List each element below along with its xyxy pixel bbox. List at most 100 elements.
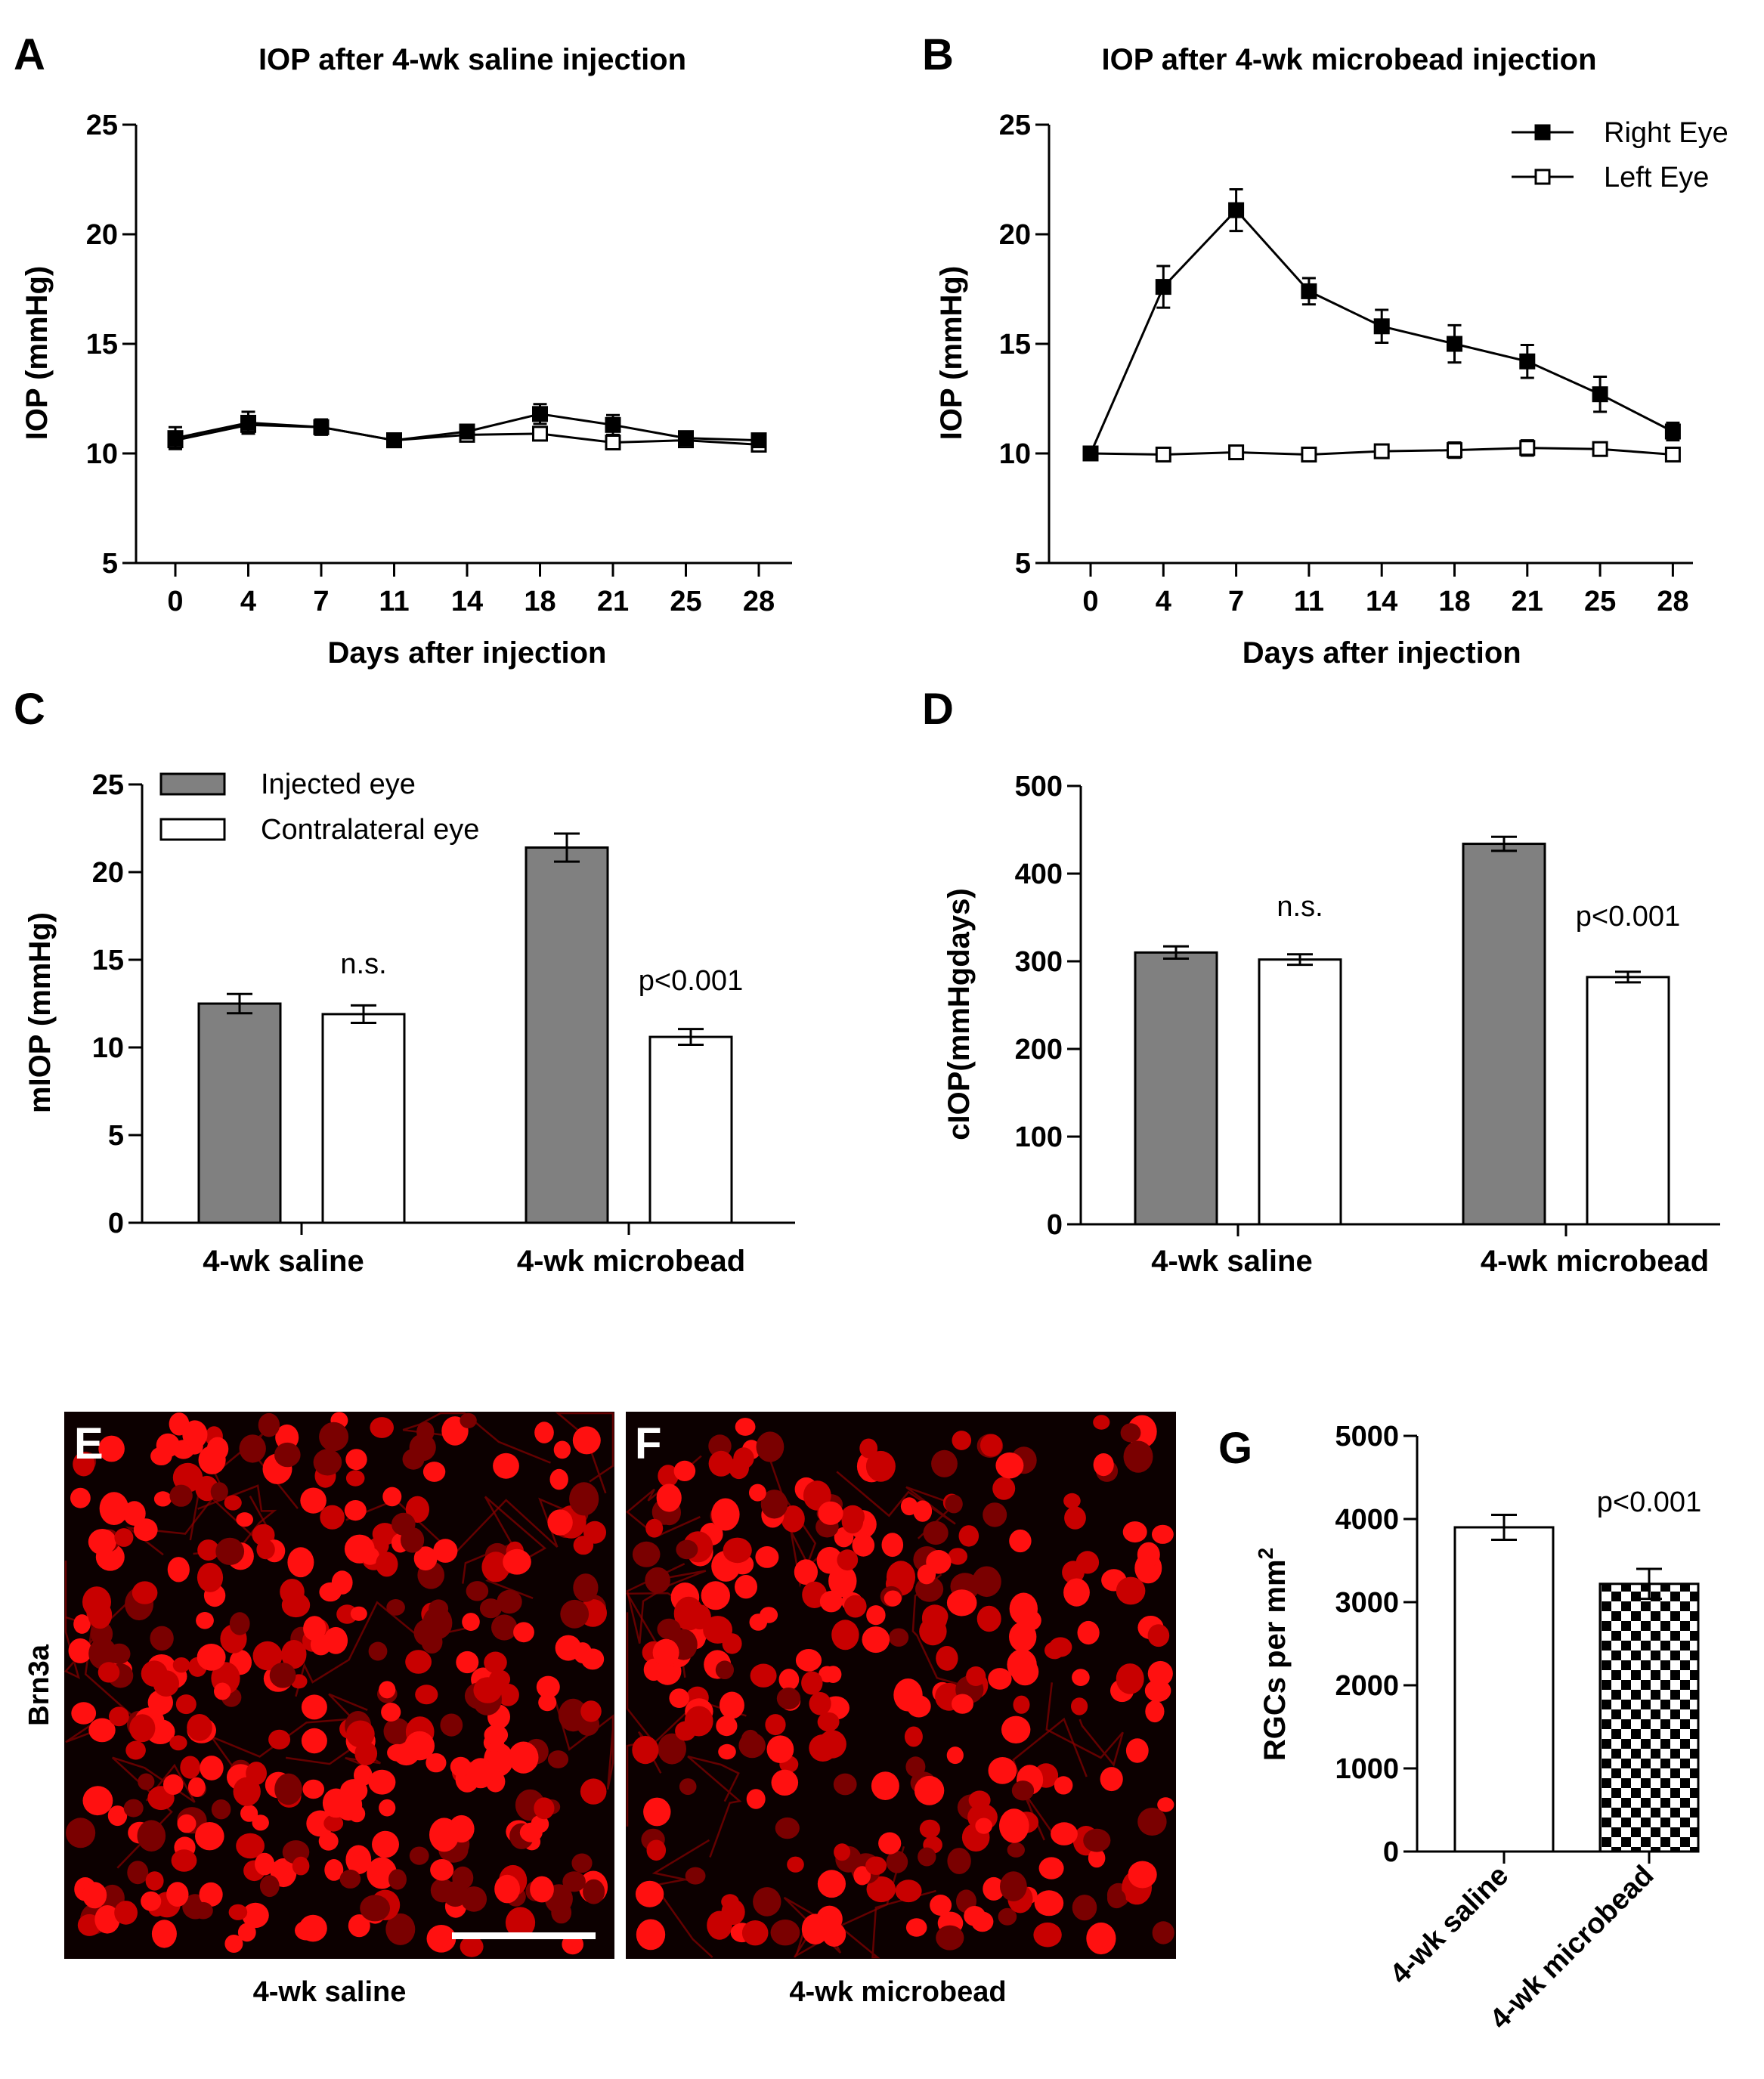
cell-nucleus bbox=[843, 1595, 867, 1618]
cell-nucleus bbox=[88, 1718, 116, 1743]
cell-nucleus bbox=[723, 1537, 752, 1564]
cell-nucleus bbox=[975, 1818, 992, 1834]
micrograph-e-cells bbox=[63, 1412, 614, 1957]
cell-nucleus bbox=[339, 1869, 361, 1889]
cell-nucleus bbox=[988, 1757, 1017, 1784]
cell-nucleus bbox=[643, 1797, 671, 1827]
series-right-eye bbox=[167, 403, 767, 450]
cell-nucleus bbox=[645, 1567, 670, 1594]
cell-nucleus bbox=[840, 1505, 865, 1528]
cell-nucleus bbox=[1038, 1857, 1064, 1879]
cell-nucleus bbox=[450, 1756, 472, 1777]
bar bbox=[648, 1035, 733, 1224]
cell-nucleus bbox=[765, 1714, 786, 1736]
cell-nucleus bbox=[749, 1483, 766, 1502]
cell-nucleus bbox=[913, 1500, 933, 1522]
cell-nucleus bbox=[643, 1658, 664, 1681]
y-tick-label: 5 bbox=[1015, 548, 1031, 580]
cell-nucleus bbox=[919, 1819, 940, 1839]
cell-nucleus bbox=[1137, 1542, 1160, 1567]
cell-nucleus bbox=[299, 1914, 327, 1942]
cell-nucleus bbox=[346, 1720, 375, 1748]
cell-nucleus bbox=[197, 1539, 219, 1561]
cell-nucleus bbox=[484, 1651, 507, 1674]
cell-nucleus bbox=[88, 1529, 116, 1555]
cell-nucleus bbox=[952, 1694, 973, 1714]
cell-nucleus bbox=[572, 1426, 601, 1455]
cell-nucleus bbox=[741, 1729, 760, 1750]
cell-nucleus bbox=[171, 1849, 197, 1872]
cell-nucleus bbox=[345, 1449, 367, 1471]
cell-nucleus bbox=[711, 1498, 740, 1531]
panel-letter-a: A bbox=[14, 30, 45, 79]
cell-nucleus bbox=[382, 1487, 402, 1507]
y-tick-label: 10 bbox=[86, 438, 118, 470]
y-axis-label: RGCs per mm2 bbox=[1254, 1548, 1292, 1761]
cell-nucleus bbox=[313, 1449, 342, 1476]
y-axis-label: mIOP (mmHg) bbox=[23, 912, 57, 1113]
cell-nucleus bbox=[167, 1557, 190, 1582]
cell-nucleus bbox=[1137, 1808, 1167, 1836]
cell-nucleus bbox=[741, 1920, 769, 1946]
x-tick-label: 18 bbox=[1438, 586, 1470, 617]
cell-nucleus bbox=[493, 1453, 519, 1479]
cell-nucleus bbox=[240, 1805, 258, 1822]
data-point bbox=[605, 416, 621, 433]
micrograph-row-label: Brn3a bbox=[23, 1644, 55, 1726]
cell-nucleus bbox=[775, 1817, 800, 1839]
cell-nucleus bbox=[684, 1706, 713, 1737]
cell-nucleus bbox=[778, 1669, 800, 1691]
cell-nucleus bbox=[318, 1831, 339, 1851]
legend-marker bbox=[1534, 124, 1551, 141]
cell-nucleus bbox=[708, 1434, 732, 1458]
bar bbox=[525, 846, 609, 1224]
cell-nucleus bbox=[361, 1547, 380, 1565]
x-tick-label: 4 bbox=[240, 586, 256, 617]
cell-nucleus bbox=[182, 1420, 208, 1449]
y-tick-label: 4000 bbox=[1335, 1504, 1399, 1536]
y-tick-label: 100 bbox=[1015, 1121, 1063, 1153]
scale-bar bbox=[452, 1932, 596, 1939]
cell-nucleus bbox=[583, 1521, 606, 1544]
cell-nucleus bbox=[904, 1726, 923, 1747]
cell-nucleus bbox=[344, 1500, 367, 1521]
cell-nucleus bbox=[776, 1688, 801, 1709]
y-tick-label: 25 bbox=[92, 769, 124, 801]
data-point bbox=[1228, 444, 1245, 461]
cell-nucleus bbox=[199, 1882, 223, 1907]
chart-b: 5 10 15 20 25 0 4 7 11 14 18 21 25 28 IOP after 4-wk m… bbox=[935, 43, 1728, 670]
cell-nucleus bbox=[197, 1562, 224, 1592]
cell-nucleus bbox=[756, 1431, 785, 1462]
cell-nucleus bbox=[1086, 1922, 1116, 1955]
cell-nucleus bbox=[236, 1512, 254, 1527]
cell-nucleus bbox=[494, 1874, 520, 1904]
cell-nucleus bbox=[153, 1491, 172, 1507]
cell-nucleus bbox=[1128, 1861, 1157, 1889]
data-point bbox=[1519, 353, 1536, 370]
cell-nucleus bbox=[82, 1882, 107, 1909]
cell-nucleus bbox=[195, 1822, 224, 1851]
cell-nucleus bbox=[886, 1851, 908, 1873]
cell-nucleus bbox=[964, 1906, 986, 1926]
y-tick-label: 10 bbox=[92, 1032, 124, 1064]
series-left-eye bbox=[1082, 439, 1681, 463]
cell-nucleus bbox=[138, 1773, 155, 1790]
cell-nucleus bbox=[224, 1935, 243, 1953]
cell-nucleus bbox=[569, 1482, 599, 1516]
cell-nucleus bbox=[122, 1501, 146, 1526]
cell-nucleus bbox=[252, 1814, 269, 1831]
x-tick-label: 28 bbox=[1657, 586, 1688, 617]
y-axis-label: IOP (mmHg) bbox=[935, 266, 968, 440]
cell-nucleus bbox=[386, 1599, 405, 1616]
cell-nucleus bbox=[473, 1677, 503, 1703]
y-tick-label: 0 bbox=[1383, 1836, 1399, 1868]
cell-nucleus bbox=[1054, 1776, 1073, 1795]
cell-nucleus bbox=[274, 1442, 301, 1468]
x-tick-label: 7 bbox=[1228, 586, 1244, 617]
cell-nucleus bbox=[405, 1650, 432, 1674]
cell-nucleus bbox=[831, 1620, 859, 1651]
cell-nucleus bbox=[292, 1856, 310, 1876]
cell-nucleus bbox=[239, 1434, 266, 1463]
cell-nucleus bbox=[930, 1895, 952, 1916]
data-point bbox=[1228, 202, 1245, 218]
